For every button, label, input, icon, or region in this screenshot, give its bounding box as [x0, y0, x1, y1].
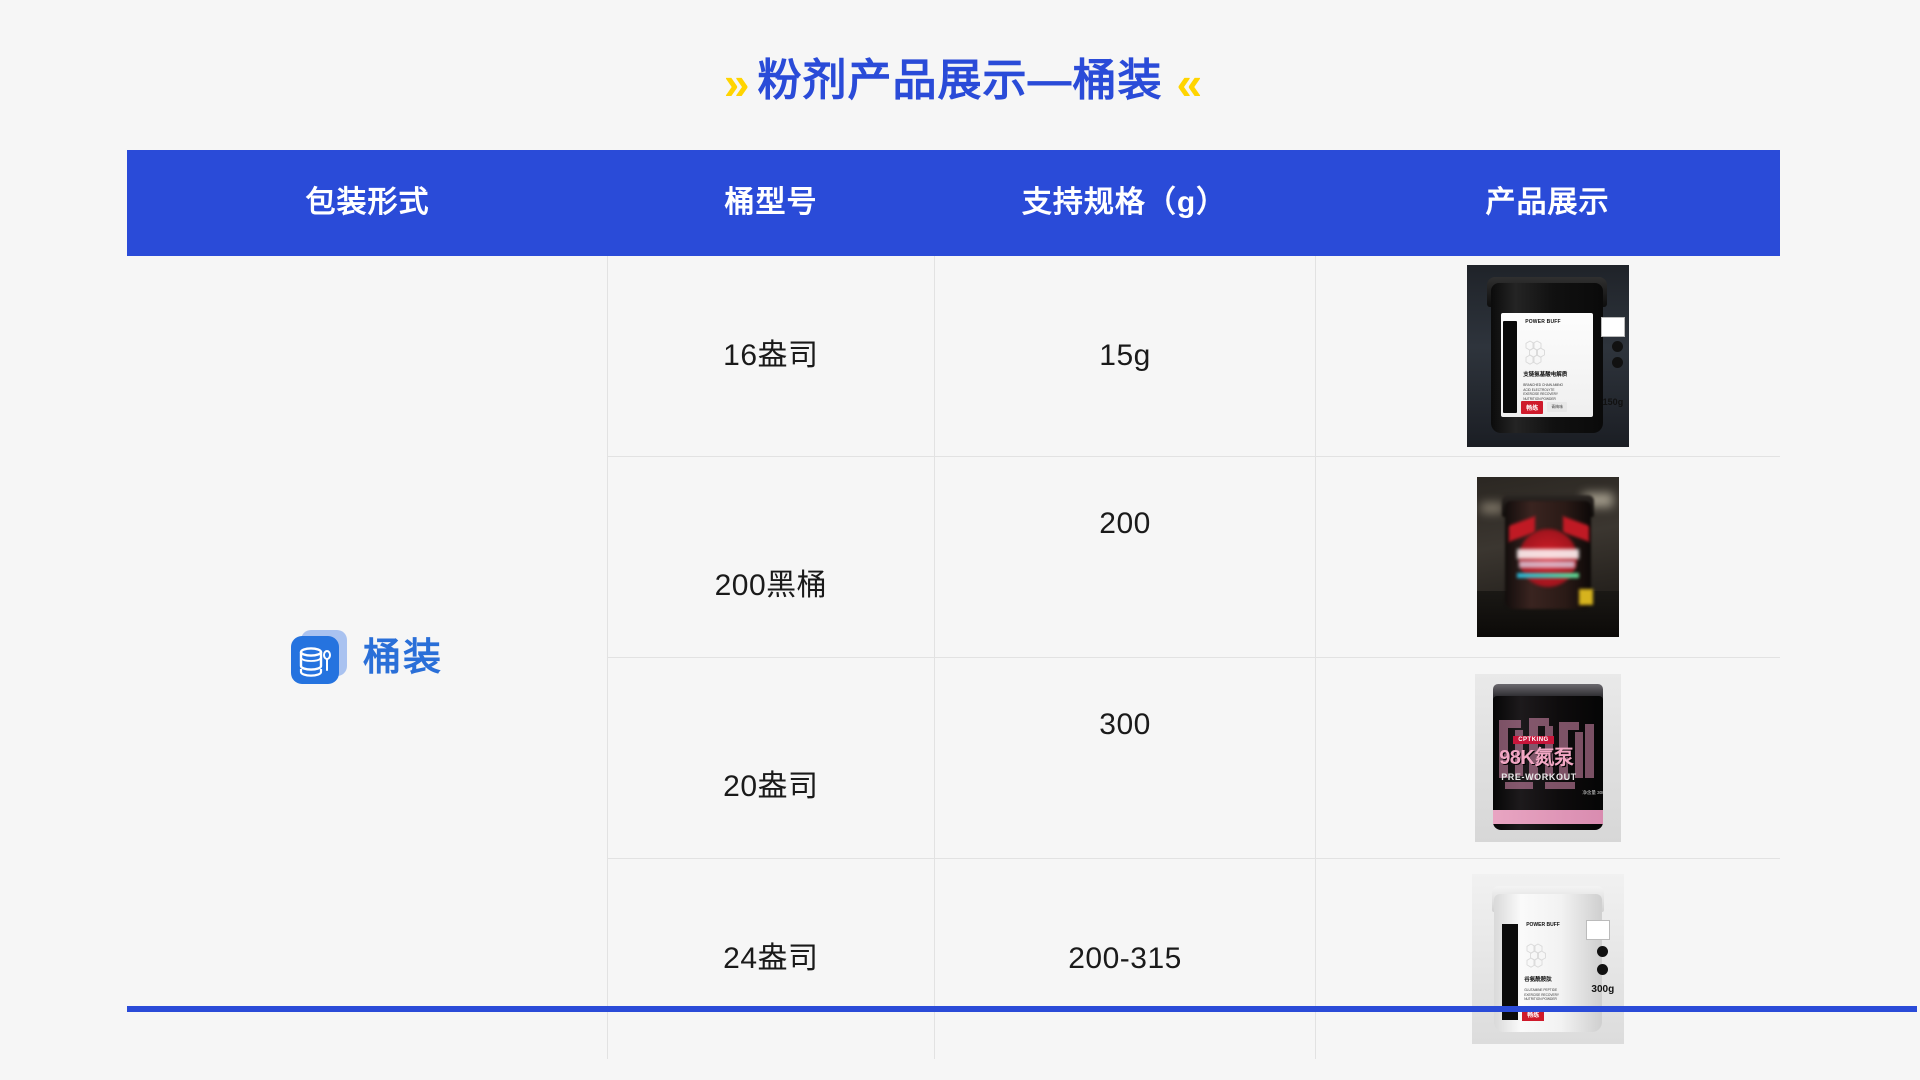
product-table: 包装形式 桶型号 支持规格（g） 产品展示 桶装	[127, 150, 1780, 1059]
certification-box	[1586, 920, 1611, 940]
product-photo-98k-preworkout: CPTKING 98K氮泵 PRE-WORKOUT 净含量 300g	[1475, 674, 1622, 842]
product-brand-text: CPTKING	[1513, 736, 1554, 744]
cell-supported-spec: 200-315	[935, 859, 1317, 1059]
product-name-cn: 支链氨基酸电解质	[1523, 372, 1568, 378]
product-flavor: 青梅味	[1547, 402, 1568, 412]
table-row: 20盎司 300	[608, 658, 1780, 859]
table-rows: 16盎司 15g POWER BUFF	[607, 256, 1780, 1059]
cell-tub-model: 200黑桶	[608, 457, 935, 657]
table-header-row: 包装形式 桶型号 支持规格（g） 产品展示	[127, 150, 1780, 256]
hexagon-pattern-icon	[1523, 339, 1551, 367]
cell-tub-model: 16盎司	[608, 256, 935, 456]
column-header-tub-model: 桶型号	[724, 186, 818, 219]
table-row: 16盎司 15g POWER BUFF	[608, 256, 1780, 457]
cell-product-image: CPTKING 98K氮泵 PRE-WORKOUT 净含量 300g	[1316, 658, 1780, 858]
page-title: 粉剂产品展示—桶装	[757, 56, 1163, 105]
table-body: 桶装 16盎司 15g POWER BUFF	[127, 256, 1780, 1059]
hexagon-pattern-icon	[1524, 942, 1552, 972]
cell-product-image	[1316, 457, 1780, 657]
column-header-product-display: 产品展示	[1485, 186, 1610, 219]
double-chevron-left-icon: «	[1176, 57, 1202, 109]
cell-supported-spec: 300	[935, 658, 1317, 858]
product-weight: 300g	[1591, 984, 1615, 995]
bucket-icon	[290, 629, 347, 686]
product-brand-text: POWER BUFF	[1525, 319, 1561, 325]
product-badge: 畅练	[1521, 401, 1544, 414]
package-form-cell: 桶装	[127, 256, 607, 1059]
cell-tub-model: 20盎司	[608, 658, 935, 858]
product-photo-electrolyte: POWER BUFF	[1467, 265, 1630, 447]
product-name-cn: 谷氨酰胺肽	[1524, 977, 1552, 983]
product-name-en: GLUTAMINE PEPTIDE EXERCISE RECOVERY NUTRIT…	[1524, 988, 1560, 1002]
cell-tub-model: 24盎司	[608, 859, 935, 1059]
graffiti-pattern-icon	[1497, 712, 1599, 808]
product-name-en: PRE-WORKOUT	[1501, 772, 1577, 782]
page-title-bar: » 粉剂产品展示—桶装 «	[0, 48, 1920, 114]
product-weight: 150g	[1602, 397, 1624, 407]
product-photo-glutamine-peptide: POWER BUFF	[1472, 874, 1625, 1044]
bottom-accent-rule	[127, 1006, 1917, 1012]
certification-box	[1601, 317, 1626, 337]
cell-product-image: POWER BUFF	[1316, 256, 1780, 456]
product-brand-text: POWER BUFF	[1526, 922, 1560, 928]
cell-supported-spec: 200	[935, 457, 1317, 657]
column-header-supported-spec: 支持规格（g）	[1021, 186, 1228, 219]
product-name-en: BRANCHED CHAIN AMINO ACID ELECTROLYTE EXER…	[1523, 383, 1564, 401]
cell-product-image: POWER BUFF	[1316, 859, 1780, 1059]
double-chevron-right-icon: »	[723, 57, 749, 109]
table-row: 200黑桶 200	[608, 457, 1780, 658]
table-row: 24盎司 200-315 POWER BUFF	[608, 859, 1780, 1059]
product-weight: 净含量 300g	[1582, 790, 1608, 795]
product-photo-black-tub	[1477, 477, 1620, 637]
cell-supported-spec: 15g	[935, 256, 1317, 456]
package-form-label: 桶装	[362, 636, 443, 679]
column-header-package-form: 包装形式	[305, 186, 430, 219]
product-name-main: 98K氮泵	[1499, 747, 1574, 769]
